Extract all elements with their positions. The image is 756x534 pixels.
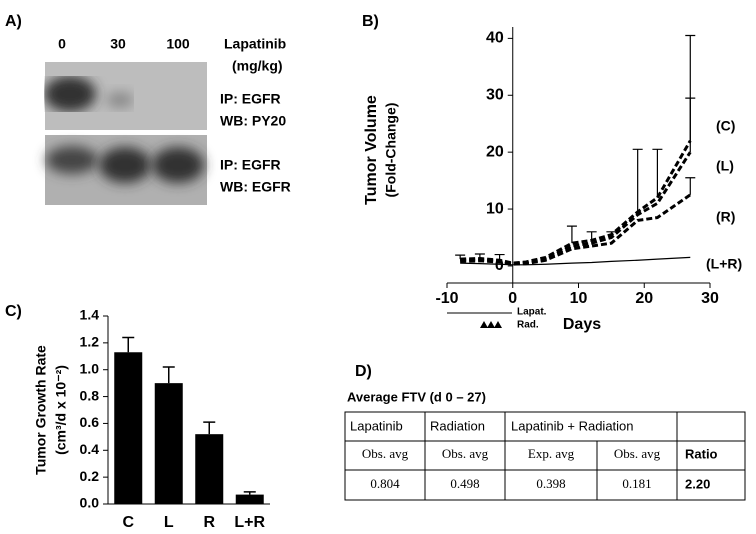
error-bar bbox=[494, 253, 505, 261]
y-axis-title: Tumor Volume bbox=[363, 95, 380, 205]
table-cell: 2.20 bbox=[685, 476, 710, 491]
y-tick-label: 1.0 bbox=[80, 360, 100, 376]
table-header: Lapatinib + Radiation bbox=[511, 418, 634, 433]
table-cell: 0.804 bbox=[370, 476, 400, 491]
y-tick-label: 0.6 bbox=[80, 414, 100, 430]
table-header: Radiation bbox=[430, 418, 485, 433]
table-cell: Ratio bbox=[685, 446, 718, 461]
x-tick-label: 0 bbox=[508, 290, 517, 307]
table-header: Lapatinib bbox=[350, 418, 403, 433]
treatment-label: Lapat. bbox=[517, 307, 547, 318]
table-grid bbox=[344, 411, 746, 501]
error-bar bbox=[243, 491, 256, 495]
blot-label: IP: EGFR bbox=[220, 157, 281, 173]
bar bbox=[114, 352, 143, 504]
table-cell: 0.498 bbox=[450, 476, 479, 491]
error-bar bbox=[632, 148, 643, 212]
error-bar bbox=[203, 421, 216, 435]
table-cell: 0.398 bbox=[536, 476, 565, 491]
bar bbox=[195, 434, 224, 504]
blot-label: WB: EGFR bbox=[220, 179, 291, 195]
y-axis-title: Tumor Growth Rate bbox=[33, 345, 49, 475]
panel-label: D) bbox=[355, 363, 372, 380]
line bbox=[460, 256, 691, 266]
line bbox=[460, 193, 692, 266]
error-bar bbox=[586, 231, 597, 241]
dose-label: 30 bbox=[110, 36, 126, 52]
y-tick-label: 0.8 bbox=[80, 387, 100, 403]
error-bar bbox=[162, 366, 175, 384]
y-axis-title: (cm³/d x 10⁻²) bbox=[53, 365, 69, 455]
blot bbox=[45, 135, 207, 205]
series-label: (L+R) bbox=[706, 256, 742, 272]
y-tick-label: 1.4 bbox=[80, 307, 100, 323]
y-tick-label: 40 bbox=[486, 30, 504, 47]
series-label: (R) bbox=[716, 209, 735, 225]
x-tick-label: 10 bbox=[570, 290, 588, 307]
dose-title: Lapatinib bbox=[224, 36, 286, 52]
table-cell: Obs. avg bbox=[614, 446, 661, 461]
x-tick-label: R bbox=[203, 514, 215, 531]
blot bbox=[44, 62, 207, 130]
x-tick-label: C bbox=[122, 514, 134, 531]
x-tick-label: L+R bbox=[234, 514, 265, 531]
blot-label: IP: EGFR bbox=[220, 91, 281, 107]
bar bbox=[235, 494, 264, 504]
panel-label: C) bbox=[5, 303, 22, 320]
error-bar bbox=[652, 148, 663, 198]
treatment-marks bbox=[480, 321, 502, 328]
y-tick-label: 0.4 bbox=[80, 441, 100, 457]
y-tick-label: 0.2 bbox=[80, 468, 100, 484]
series-label: (C) bbox=[716, 118, 735, 134]
error-bar bbox=[455, 254, 466, 260]
y-tick-label: 0.0 bbox=[80, 495, 100, 511]
error-bar bbox=[685, 97, 696, 153]
x-tick-label: 20 bbox=[635, 290, 653, 307]
x-axis-title: Days bbox=[563, 316, 601, 333]
table-cell: Exp. avg bbox=[528, 446, 575, 461]
x-tick-label: -10 bbox=[435, 290, 458, 307]
y-tick-label: 10 bbox=[486, 200, 504, 217]
panel-label: A) bbox=[5, 13, 22, 30]
table-title: Average FTV (d 0 – 27) bbox=[347, 389, 486, 404]
series-label: (L) bbox=[716, 158, 734, 174]
table-cell: Obs. avg bbox=[362, 446, 409, 461]
y-tick-label: 1.2 bbox=[80, 334, 100, 350]
error-bar bbox=[685, 177, 696, 195]
x-tick-label: L bbox=[164, 514, 174, 531]
x-tick-label: 30 bbox=[701, 290, 719, 307]
table-cell: 0.181 bbox=[622, 476, 651, 491]
dose-label: 100 bbox=[166, 36, 190, 52]
treatment-label: Rad. bbox=[517, 320, 539, 331]
error-bar bbox=[566, 225, 577, 244]
table-cell: Obs. avg bbox=[442, 446, 489, 461]
panel-label: B) bbox=[362, 13, 379, 30]
dose-title: (mg/kg) bbox=[232, 58, 283, 74]
error-bar bbox=[474, 253, 485, 259]
blot-label: WB: PY20 bbox=[220, 113, 286, 129]
y-axis-title: (Fold-Change) bbox=[383, 103, 399, 198]
error-bar bbox=[606, 231, 617, 235]
y-tick-label: 20 bbox=[486, 143, 504, 160]
y-tick-label: 30 bbox=[486, 86, 504, 103]
error-bar bbox=[122, 336, 135, 353]
bar bbox=[154, 383, 183, 504]
y-tick-label: 0 bbox=[495, 257, 504, 274]
dose-label: 0 bbox=[58, 36, 66, 52]
